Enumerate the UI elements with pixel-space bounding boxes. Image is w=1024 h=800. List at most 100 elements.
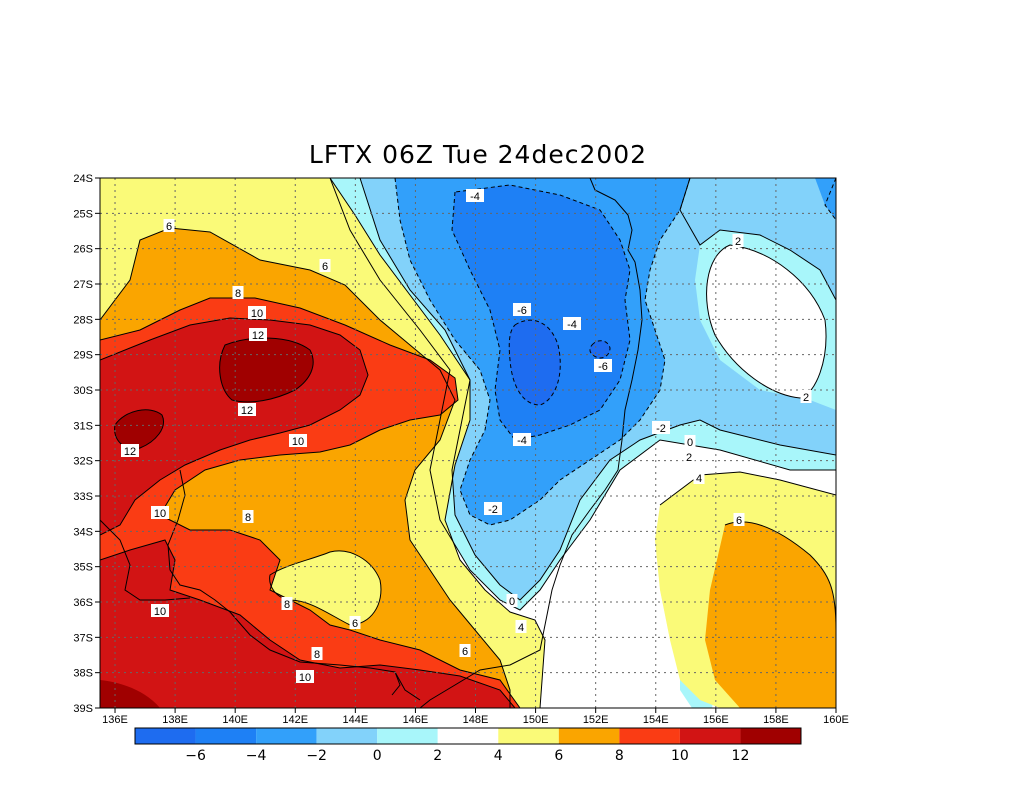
contour-label-bg (289, 434, 307, 447)
y-axis: 24S 25S 26S 27S 28S 29S 30S 31S 32S 33S 34S 35S 36S 3… (73, 173, 100, 715)
colorbar-swatch (498, 728, 559, 744)
contour-label: 6 (322, 261, 328, 273)
plot-title: LFTX 06Z Tue 24dec2002 (308, 140, 648, 169)
x-tick-label: 158E (763, 714, 789, 726)
contour-line (394, 178, 691, 526)
contour-label: 10 (154, 508, 166, 520)
colorbar-label: −4 (246, 748, 267, 764)
field-6-8 (705, 521, 836, 708)
contour-label: 12 (124, 446, 136, 458)
colorbar-label: 0 (373, 748, 382, 764)
contour-line (100, 227, 511, 708)
negative-contours (394, 178, 836, 526)
contour-label: -4 (567, 319, 577, 331)
contour-label: 4 (696, 473, 702, 485)
colorbar-label: 12 (732, 748, 750, 764)
colorbar-swatch (195, 728, 257, 744)
contour-label: -4 (517, 435, 527, 447)
contour-label: -2 (488, 504, 498, 516)
contour-label-bg (459, 644, 471, 657)
contour-line (100, 317, 369, 536)
contour-label-bg (249, 328, 267, 341)
x-axis: 136E 138E 140E 142E 144E 146E 148E 150E 152E 154E… (102, 708, 849, 726)
plot-frame (99, 177, 837, 709)
contour-line (329, 178, 546, 708)
contour-label: 0 (509, 596, 515, 608)
x-tick-label: 140E (222, 714, 248, 726)
colorbar-label: −6 (185, 748, 206, 764)
contour-label: 6 (736, 515, 742, 527)
y-tick-label: 39S (73, 703, 93, 715)
y-tick-label: 30S (73, 385, 93, 397)
y-tick-label: 26S (73, 244, 93, 256)
grid (100, 177, 837, 709)
field-m4-m2 (815, 178, 836, 220)
colorbar-label: 4 (494, 748, 503, 764)
contour-label-bg (281, 597, 293, 610)
y-tick-label: 24S (73, 173, 93, 185)
contour-line (508, 319, 561, 406)
coastline (100, 178, 643, 708)
coastline (419, 178, 643, 708)
colorbar-label: −2 (306, 748, 327, 764)
field-10-12 (100, 540, 515, 708)
colorbar-frame (134, 727, 802, 745)
colorbar-label: 10 (671, 748, 689, 764)
contour-label: 8 (235, 288, 241, 300)
x-tick-label: 144E (342, 714, 368, 726)
colorbar: −6 −4 −2 0 2 4 6 8 10 12 (134, 727, 802, 764)
contour-labels: -4-6-4-6-4-2-200222446666688881010101010… (121, 189, 812, 684)
contour-label: 2 (686, 452, 692, 464)
y-tick-label: 36S (73, 597, 93, 609)
y-tick-label: 34S (73, 526, 93, 538)
contour-label: 2 (803, 392, 809, 404)
contour-label-bg (311, 647, 323, 660)
contour-label: 12 (241, 405, 253, 417)
contour-label-bg (732, 234, 744, 247)
contour-label-bg (684, 435, 696, 448)
x-tick-label: 148E (463, 714, 489, 726)
contour-line (659, 471, 836, 506)
x-tick-label: 156E (703, 714, 729, 726)
contour-label: -2 (656, 423, 666, 435)
contour-line (359, 178, 836, 601)
contour-label: 6 (166, 221, 172, 233)
contour-label: -6 (598, 361, 608, 373)
colorbar-swatch (316, 728, 378, 744)
colorbar-label: 8 (615, 748, 624, 764)
y-tick-label: 35S (73, 562, 93, 574)
contour-label: 12 (252, 330, 264, 342)
contour-label: 0 (687, 437, 693, 449)
contour-label: 8 (245, 512, 251, 524)
contour-label-bg (232, 286, 244, 299)
y-tick-label: 29S (73, 350, 93, 362)
contour-line (724, 521, 836, 631)
contour-label-bg (151, 604, 169, 617)
field-lt-m6 (509, 320, 561, 405)
contour-label-bg (506, 594, 518, 607)
contour-label-bg (151, 506, 169, 519)
contour-label-bg (693, 471, 705, 484)
contour-line (679, 178, 836, 301)
contour-label-bg (121, 444, 139, 457)
field-gt-12 (114, 409, 164, 449)
colorbar-swatch (256, 728, 317, 744)
contour-label-bg (163, 219, 175, 232)
contour-label-bg (594, 359, 612, 372)
contour-label: 6 (352, 618, 358, 630)
contour-label: 8 (314, 649, 320, 661)
y-tick-label: 38S (73, 668, 93, 680)
contour-label: -4 (470, 191, 480, 203)
y-tick-label: 28S (73, 314, 93, 326)
contour-label-bg (484, 502, 502, 515)
contour-label-bg (652, 421, 670, 434)
field-4-6 (269, 550, 381, 625)
colorbar-swatch (740, 728, 801, 744)
field-2-4 (706, 245, 826, 398)
colorbar-swatch (135, 728, 196, 744)
x-tick-label: 146E (403, 714, 429, 726)
contour-label-bg (683, 450, 695, 463)
coastline (100, 519, 191, 601)
colorbar-label: 6 (554, 748, 563, 764)
colorbar-swatch (558, 728, 620, 744)
